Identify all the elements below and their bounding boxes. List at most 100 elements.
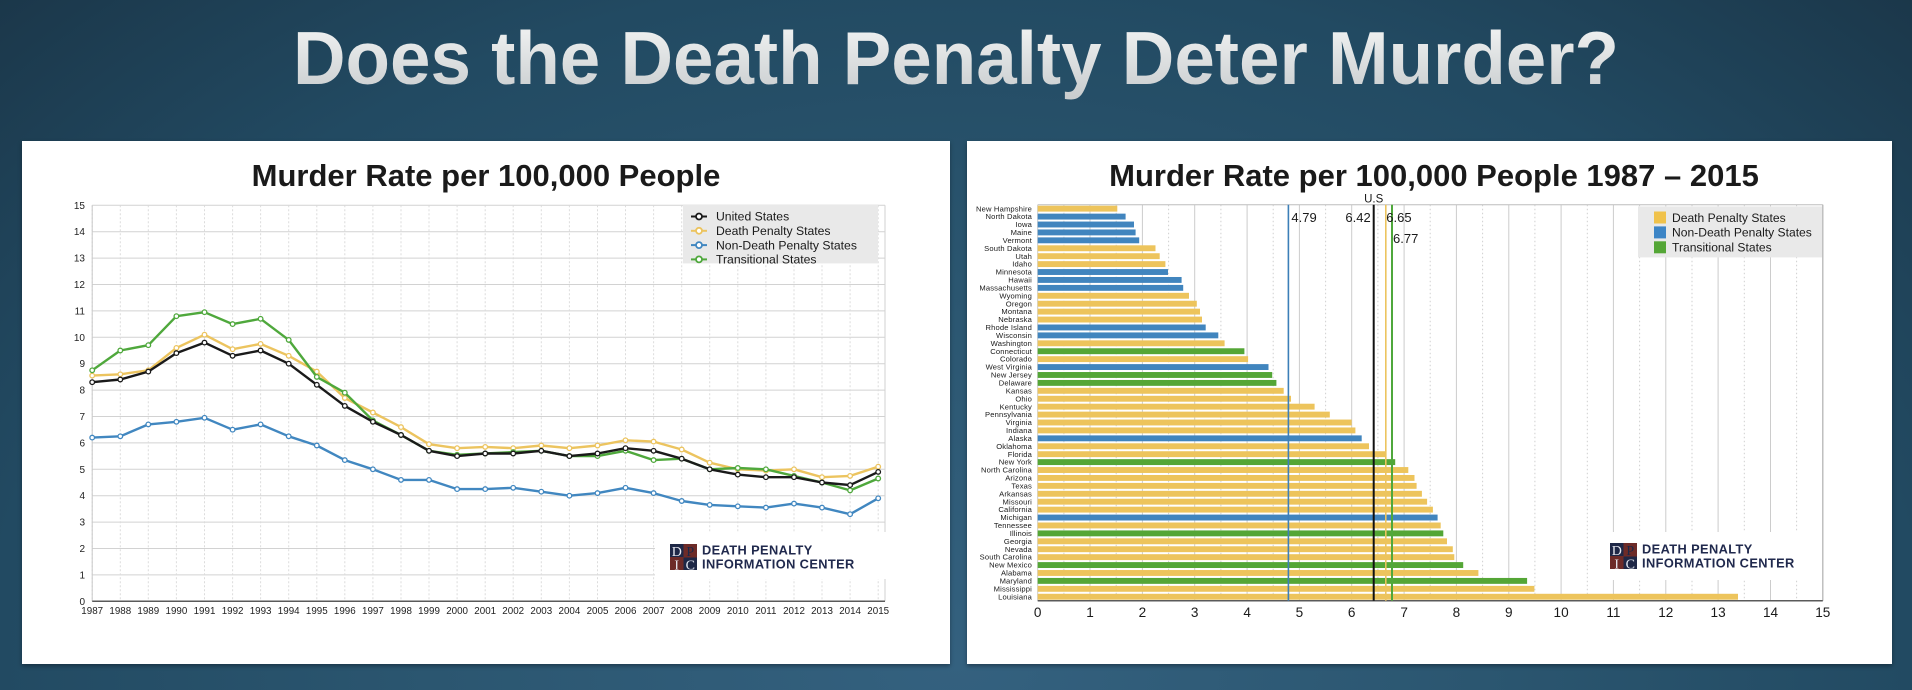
svg-text:13: 13 [1711, 605, 1726, 620]
svg-text:Connecticut: Connecticut [990, 347, 1032, 356]
svg-text:5: 5 [1296, 605, 1304, 620]
svg-text:Transitional States: Transitional States [1672, 241, 1772, 255]
svg-text:New Mexico: New Mexico [989, 561, 1032, 570]
svg-text:14: 14 [1763, 605, 1779, 620]
svg-text:Vermont: Vermont [1003, 236, 1033, 245]
svg-text:15: 15 [74, 201, 86, 212]
svg-text:Maine: Maine [1011, 228, 1032, 237]
svg-text:Arizona: Arizona [1005, 474, 1032, 483]
svg-text:P: P [686, 545, 694, 560]
svg-text:Alaska: Alaska [1008, 434, 1032, 443]
svg-text:8: 8 [1453, 605, 1461, 620]
svg-text:2004: 2004 [559, 606, 581, 617]
svg-text:9: 9 [79, 359, 85, 370]
svg-text:Maryland: Maryland [1000, 577, 1032, 586]
svg-text:0: 0 [79, 597, 85, 608]
svg-text:1994: 1994 [278, 606, 300, 617]
svg-text:2009: 2009 [699, 606, 721, 617]
svg-text:9: 9 [1505, 605, 1513, 620]
svg-text:1998: 1998 [390, 606, 412, 617]
svg-text:D: D [1612, 544, 1622, 559]
svg-text:1: 1 [79, 570, 85, 581]
svg-text:4.79: 4.79 [1291, 210, 1316, 225]
svg-text:West Virginia: West Virginia [986, 363, 1033, 372]
svg-text:2010: 2010 [727, 606, 749, 617]
svg-text:Iowa: Iowa [1015, 220, 1032, 229]
svg-text:Hawaii: Hawaii [1008, 276, 1032, 285]
svg-text:Nebraska: Nebraska [998, 315, 1032, 324]
svg-text:New Jersey: New Jersey [991, 371, 1032, 380]
svg-text:Louisiana: Louisiana [998, 592, 1032, 601]
svg-text:C: C [1626, 557, 1635, 572]
svg-text:1989: 1989 [137, 606, 159, 617]
svg-text:1991: 1991 [194, 606, 216, 617]
svg-text:North Dakota: North Dakota [985, 212, 1032, 221]
svg-text:Texas: Texas [1011, 481, 1032, 490]
svg-text:12: 12 [74, 280, 86, 291]
svg-text:2014: 2014 [839, 606, 861, 617]
svg-text:Alabama: Alabama [1001, 569, 1033, 578]
svg-text:1993: 1993 [250, 606, 272, 617]
svg-text:2000: 2000 [446, 606, 468, 617]
svg-text:2011: 2011 [755, 606, 776, 617]
svg-text:Mississippi: Mississippi [994, 584, 1033, 593]
svg-text:Ohio: Ohio [1015, 394, 1032, 403]
svg-text:D: D [672, 545, 682, 560]
svg-text:C: C [686, 558, 695, 573]
svg-text:Virginia: Virginia [1006, 418, 1033, 427]
svg-text:2001: 2001 [474, 606, 496, 617]
svg-text:United States: United States [716, 210, 789, 224]
svg-text:Kansas: Kansas [1006, 386, 1032, 395]
svg-text:South Dakota: South Dakota [984, 244, 1032, 253]
svg-text:I: I [1614, 557, 1619, 572]
svg-text:Utah: Utah [1015, 252, 1032, 261]
svg-text:Delaware: Delaware [999, 379, 1032, 388]
svg-text:U.S: U.S [1364, 194, 1384, 206]
svg-text:12: 12 [1658, 605, 1673, 620]
svg-text:7: 7 [79, 412, 85, 423]
svg-text:California: California [998, 505, 1032, 514]
svg-text:Montana: Montana [1001, 307, 1032, 316]
svg-text:14: 14 [74, 227, 86, 238]
svg-text:11: 11 [75, 306, 86, 317]
svg-text:1988: 1988 [109, 606, 131, 617]
svg-text:INFORMATION CENTER: INFORMATION CENTER [702, 557, 855, 572]
svg-text:2012: 2012 [783, 606, 805, 617]
svg-text:10: 10 [1554, 605, 1570, 620]
svg-text:2002: 2002 [502, 606, 524, 617]
svg-text:Missouri: Missouri [1003, 497, 1033, 506]
svg-text:1996: 1996 [334, 606, 356, 617]
svg-text:2006: 2006 [615, 606, 637, 617]
svg-text:DEATH PENALTY: DEATH PENALTY [702, 543, 813, 558]
svg-text:2015: 2015 [867, 606, 889, 617]
svg-text:7: 7 [1400, 605, 1408, 620]
svg-text:Michigan: Michigan [1000, 513, 1032, 522]
svg-text:13: 13 [74, 254, 86, 265]
svg-text:3: 3 [1191, 605, 1199, 620]
svg-text:2003: 2003 [530, 606, 552, 617]
svg-text:Tennessee: Tennessee [994, 521, 1032, 530]
svg-text:Minnesota: Minnesota [996, 268, 1033, 277]
svg-text:Non-Death Penalty States: Non-Death Penalty States [1672, 226, 1812, 240]
svg-text:15: 15 [1815, 605, 1830, 620]
svg-text:INFORMATION CENTER: INFORMATION CENTER [1642, 556, 1795, 571]
svg-text:6: 6 [1348, 605, 1356, 620]
svg-text:6.77: 6.77 [1393, 231, 1418, 246]
svg-text:New York: New York [999, 458, 1032, 467]
svg-text:Non-Death Penalty States: Non-Death Penalty States [716, 238, 857, 252]
svg-text:Colorado: Colorado [1000, 355, 1032, 364]
svg-text:Washington: Washington [991, 339, 1032, 348]
svg-text:10: 10 [74, 333, 86, 344]
svg-text:Pennsylvania: Pennsylvania [985, 410, 1033, 419]
svg-text:0: 0 [1034, 605, 1042, 620]
svg-text:Oklahoma: Oklahoma [996, 442, 1032, 451]
svg-text:1990: 1990 [166, 606, 188, 617]
svg-text:Oregon: Oregon [1006, 299, 1032, 308]
svg-text:1992: 1992 [222, 606, 244, 617]
svg-text:Nevada: Nevada [1005, 545, 1033, 554]
svg-text:1995: 1995 [306, 606, 328, 617]
svg-text:2: 2 [79, 544, 85, 555]
svg-text:Idaho: Idaho [1012, 260, 1032, 269]
svg-text:Death Penalty States: Death Penalty States [1672, 211, 1786, 225]
svg-text:11: 11 [1606, 605, 1620, 620]
